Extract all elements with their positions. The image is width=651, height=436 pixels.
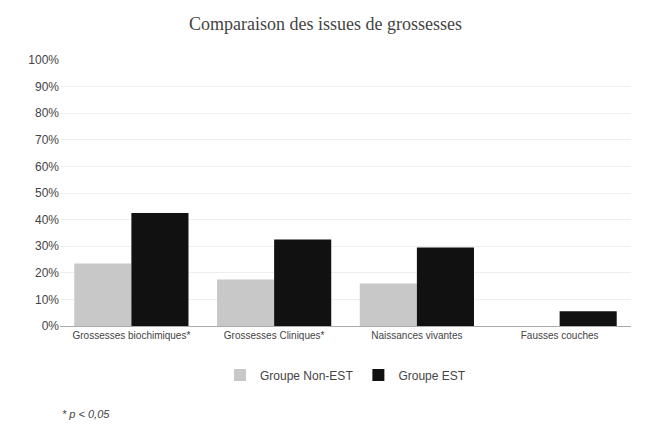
svg-text:40%: 40% [35,213,59,227]
svg-text:20%: 20% [35,266,59,280]
svg-text:50%: 50% [35,186,59,200]
svg-text:Grossesses Cliniques*: Grossesses Cliniques* [224,330,325,341]
svg-text:Comparaison des issues de gros: Comparaison des issues de grossesses [189,14,462,34]
svg-text:Fausses couches: Fausses couches [521,330,599,341]
svg-text:Groupe EST: Groupe EST [398,369,465,383]
svg-text:30%: 30% [35,239,59,253]
svg-text:Grossesses biochimiques*: Grossesses biochimiques* [72,330,190,341]
svg-text:90%: 90% [35,80,59,94]
svg-text:80%: 80% [35,106,59,120]
svg-text:* p < 0,05: * p < 0,05 [62,408,110,420]
svg-text:10%: 10% [35,293,59,307]
svg-text:Naissances vivantes: Naissances vivantes [371,330,462,341]
svg-text:Groupe Non-EST: Groupe Non-EST [260,369,353,383]
svg-text:100%: 100% [28,53,59,67]
svg-text:60%: 60% [35,160,59,174]
svg-text:0%: 0% [42,319,60,333]
svg-text:70%: 70% [35,133,59,147]
